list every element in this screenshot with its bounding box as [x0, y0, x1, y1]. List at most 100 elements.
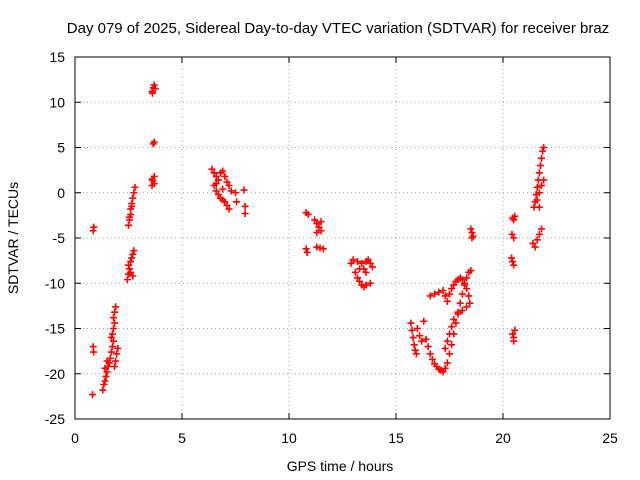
- data-point: [458, 306, 466, 314]
- data-point: [508, 230, 516, 238]
- data-point: [129, 250, 137, 258]
- y-tick-label: 0: [57, 185, 65, 201]
- x-tick-label: 10: [281, 430, 297, 446]
- data-point: [150, 81, 158, 89]
- y-tick-label: -10: [45, 275, 65, 291]
- data-point: [408, 326, 416, 334]
- x-axis-label: GPS time / hours: [287, 458, 394, 474]
- data-point: [100, 381, 108, 389]
- data-point: [315, 223, 323, 231]
- data-point: [225, 182, 233, 190]
- data-point: [509, 330, 517, 338]
- data-point: [468, 234, 476, 242]
- data-point: [458, 276, 466, 284]
- data-point: [130, 189, 138, 197]
- data-point: [353, 258, 361, 266]
- data-point: [127, 258, 135, 266]
- chart-title: Day 079 of 2025, Sidereal Day-to-day VTE…: [67, 20, 609, 37]
- data-point: [112, 357, 120, 365]
- data-point: [353, 274, 361, 282]
- data-point: [443, 359, 451, 367]
- data-point: [114, 344, 122, 352]
- data-point: [99, 386, 107, 394]
- y-tick-label: -5: [53, 230, 66, 246]
- data-point: [448, 285, 456, 293]
- data-point: [422, 335, 430, 343]
- data-point: [112, 303, 120, 311]
- data-point: [232, 189, 239, 197]
- data-point: [410, 341, 418, 349]
- data-point: [441, 292, 449, 300]
- data-point: [368, 263, 376, 271]
- data-point: [366, 279, 374, 287]
- axis-ticks: [74, 56, 611, 420]
- y-tick-label: -15: [45, 321, 65, 337]
- data-point: [435, 288, 443, 296]
- data-point: [463, 285, 471, 293]
- data-point: [448, 341, 456, 349]
- data-point: [439, 368, 447, 376]
- data-point: [452, 319, 460, 327]
- data-point: [426, 350, 434, 358]
- data-point: [364, 256, 372, 264]
- data-point: [208, 165, 216, 173]
- data-point: [108, 330, 116, 338]
- data-point: [126, 213, 134, 221]
- data-point: [533, 183, 541, 191]
- data-point: [128, 202, 136, 210]
- data-point: [458, 290, 466, 298]
- data-point: [531, 243, 539, 251]
- data-point: [212, 180, 220, 188]
- x-tick-labels: 0 5 10 15 20 25: [71, 430, 618, 446]
- data-point: [460, 279, 468, 287]
- data-point: [210, 169, 218, 177]
- data-point: [221, 172, 229, 180]
- data-point: [356, 265, 364, 273]
- data-point: [450, 281, 458, 289]
- data-point: [106, 354, 114, 362]
- data-point: [540, 176, 548, 184]
- data-point: [446, 290, 453, 298]
- data-point: [313, 220, 321, 228]
- x-tick-label: 5: [178, 430, 186, 446]
- data-point: [214, 176, 222, 184]
- y-tick-label: 5: [57, 140, 65, 156]
- data-point: [366, 259, 374, 267]
- data-point: [535, 230, 543, 238]
- data-point: [219, 185, 227, 193]
- y-axis-label: SDTVAR / TECUs: [5, 182, 21, 294]
- data-point: [223, 201, 231, 209]
- x-tick-label: 15: [388, 430, 404, 446]
- data-point: [413, 325, 421, 332]
- data-point: [127, 268, 135, 276]
- data-point: [240, 186, 248, 194]
- data-point: [303, 248, 311, 256]
- data-point: [317, 227, 325, 235]
- data-point: [111, 308, 119, 316]
- data-point: [511, 326, 519, 334]
- data-point: [465, 292, 473, 300]
- data-point: [529, 239, 537, 247]
- data-point: [411, 346, 419, 354]
- data-point: [450, 315, 458, 323]
- data-point: [467, 225, 475, 233]
- data-point: [123, 276, 131, 284]
- data-point: [441, 344, 449, 352]
- data-point: [439, 286, 447, 294]
- data-point: [431, 290, 439, 298]
- data-point: [223, 178, 231, 186]
- data-point: [510, 261, 518, 269]
- data-point: [446, 350, 453, 358]
- data-point: [362, 281, 370, 289]
- data-point: [510, 216, 518, 224]
- data-point: [219, 167, 227, 175]
- data-point: [110, 337, 118, 345]
- y-tick-labels: 15 10 5 0 -5 -10 -15 -20 -25: [45, 49, 65, 427]
- data-point: [148, 89, 156, 97]
- data-point: [212, 172, 220, 180]
- data-point: [358, 259, 366, 267]
- data-point: [535, 169, 543, 177]
- data-point: [448, 323, 456, 331]
- data-point: [412, 350, 420, 358]
